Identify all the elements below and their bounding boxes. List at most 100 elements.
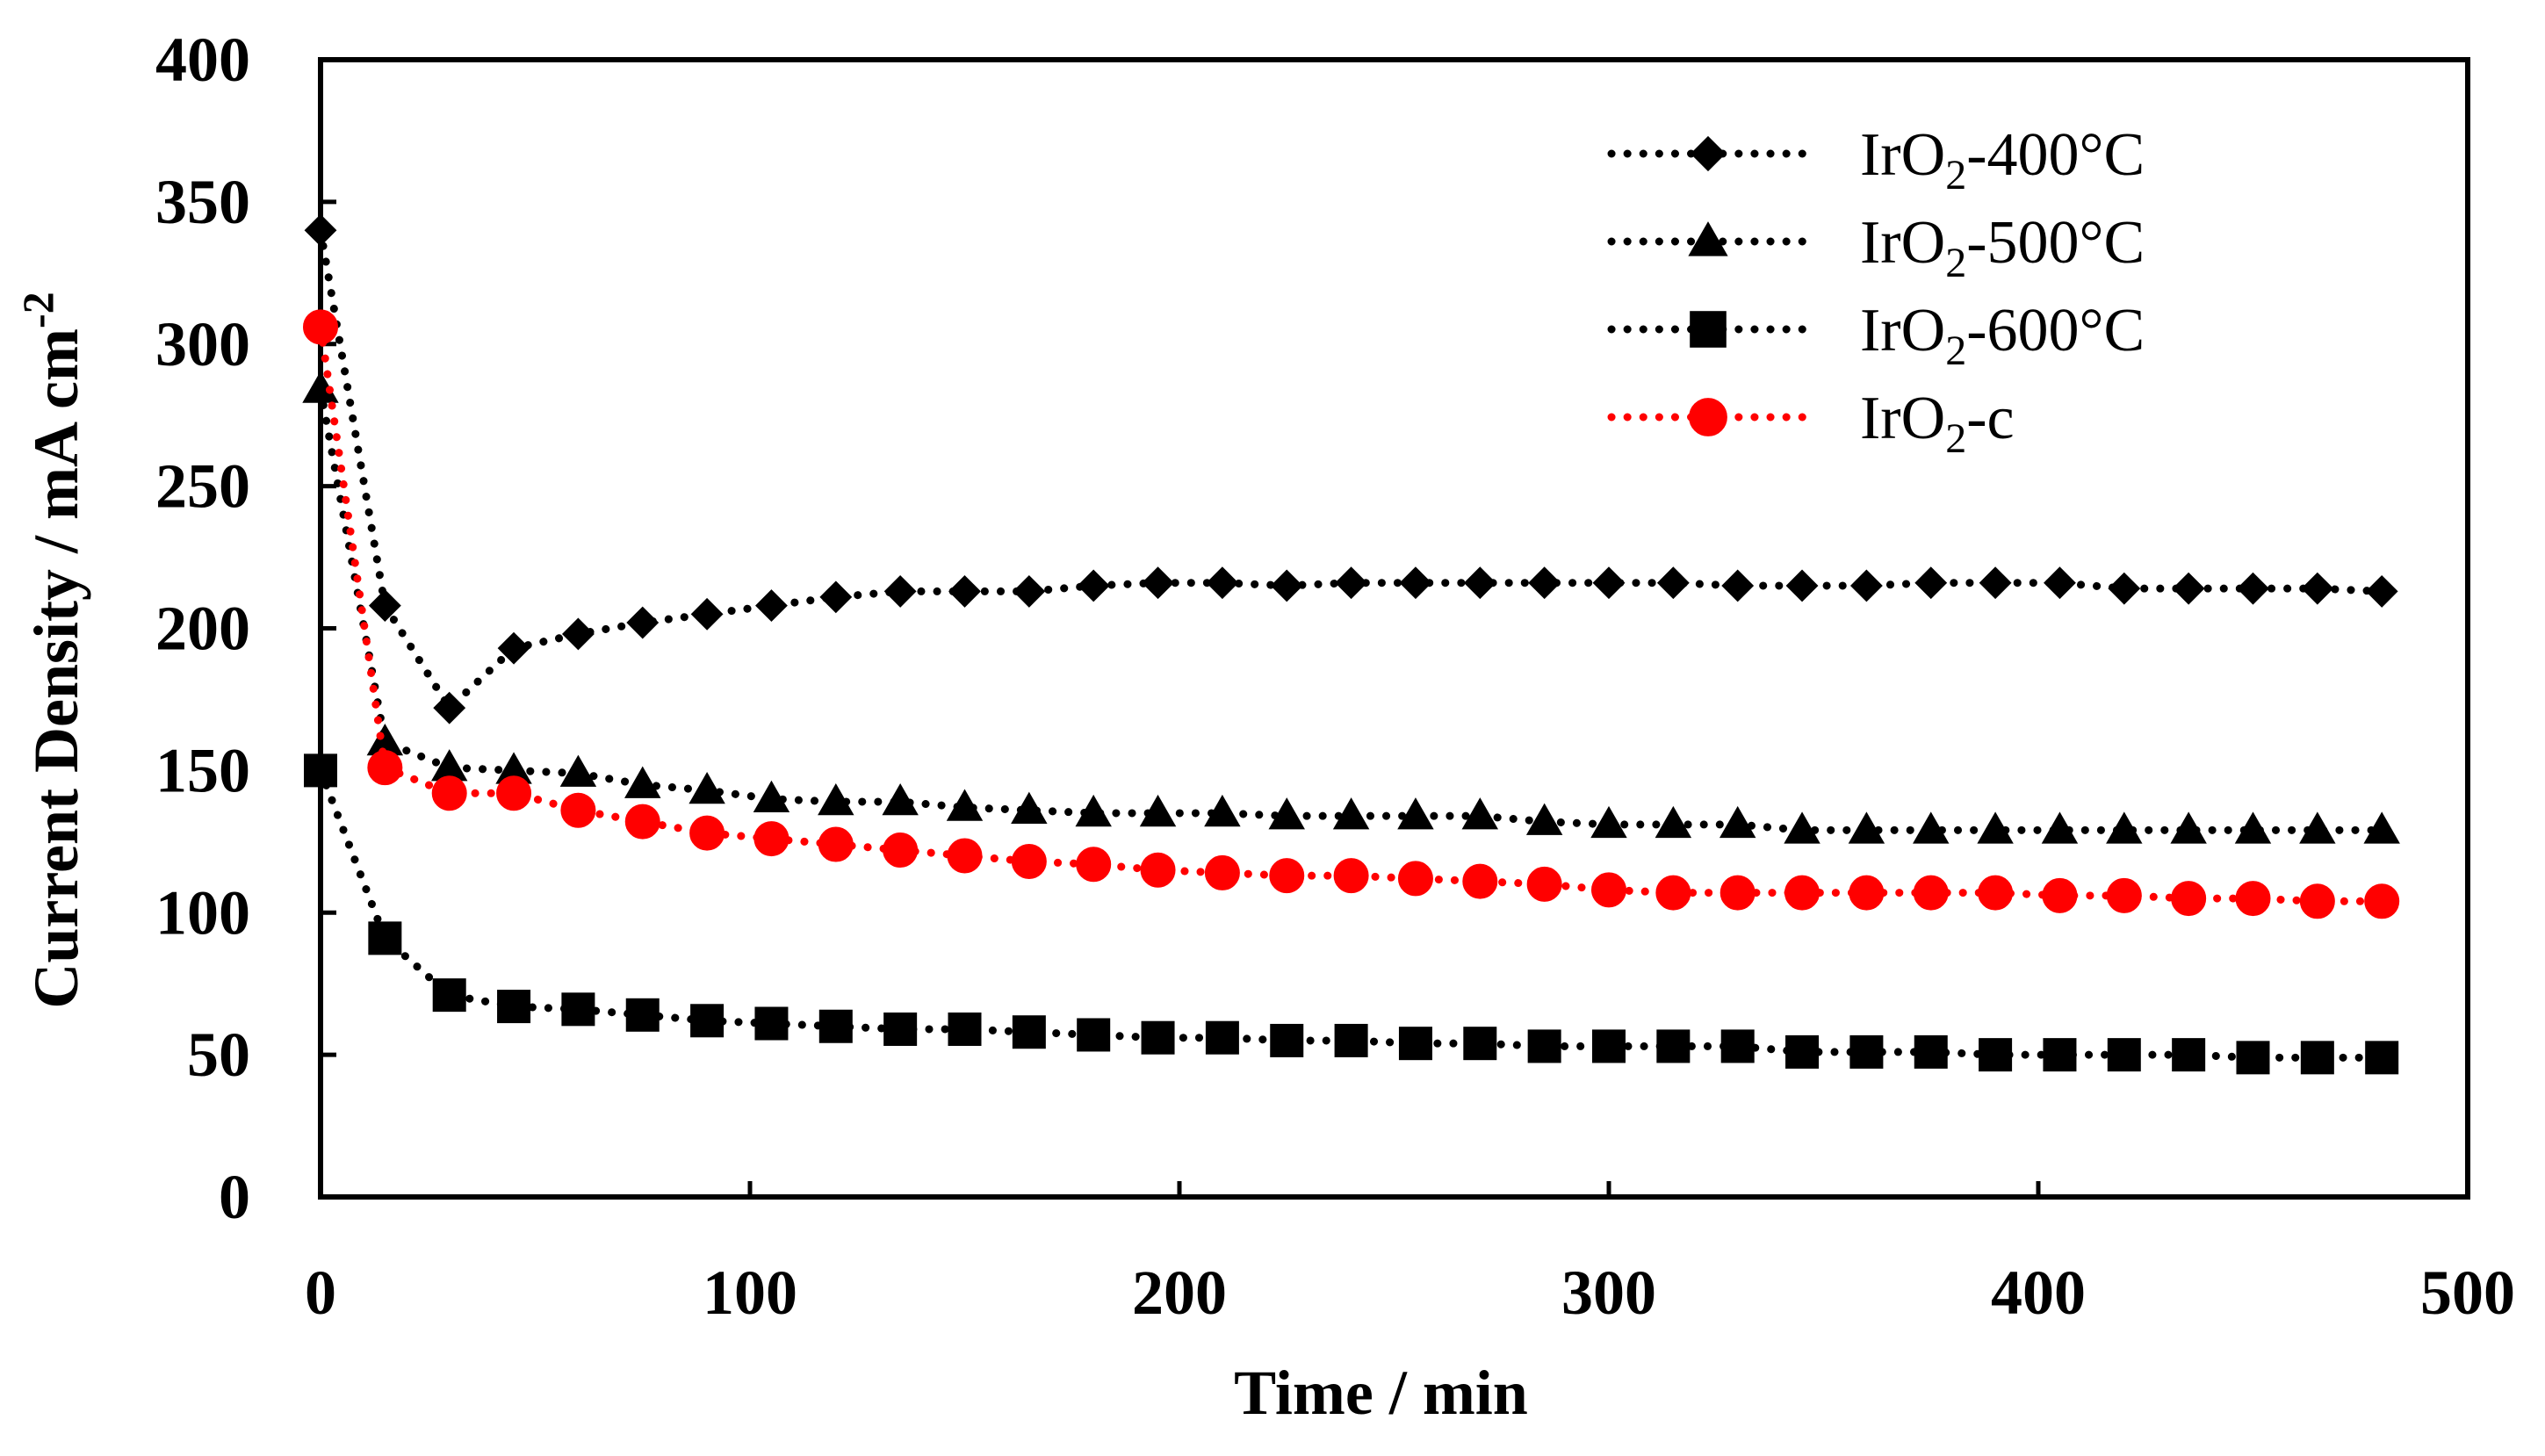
- data-point-iro2-600c: [1398, 1027, 1432, 1061]
- y-axis-title: Current Density / mA cm-2: [13, 292, 91, 1008]
- data-point-iro2-600c: [948, 1012, 982, 1046]
- data-point-iro2-c: [1269, 858, 1305, 894]
- data-point-iro2-600c: [883, 1012, 918, 1046]
- data-point-iro2-c: [689, 815, 725, 851]
- data-point-iro2-600c: [304, 753, 337, 788]
- legend-marker-iro2-400c: [1690, 135, 1727, 172]
- y-axis-ticks: 0 50 100 150 200 250 300 350 400: [155, 25, 336, 1232]
- legend-marker-iro2-600c: [1690, 311, 1727, 348]
- data-point-iro2-500c: [624, 766, 661, 798]
- legend-label-iro2-400c: IrO2-400°C: [1860, 121, 2145, 198]
- data-point-iro2-500c: [1332, 797, 1370, 830]
- data-point-iro2-600c: [368, 921, 402, 955]
- data-point-iro2-500c: [1461, 797, 1499, 830]
- data-point-iro2-c: [883, 833, 919, 869]
- data-point-iro2-500c: [1590, 805, 1627, 839]
- data-point-iro2-400c: [1592, 566, 1626, 600]
- y-tick-label: 350: [155, 167, 250, 237]
- data-point-iro2-500c: [2299, 811, 2336, 844]
- data-point-iro2-600c: [2107, 1038, 2141, 1072]
- x-tick-label: 300: [1561, 1258, 1656, 1328]
- data-point-iro2-500c: [1011, 791, 1048, 824]
- data-point-iro2-500c: [1139, 794, 1177, 827]
- data-point-iro2-c: [947, 838, 983, 874]
- legend-entry-iro2-600c: IrO2-600°C: [1607, 297, 2145, 374]
- data-point-iro2-600c: [1334, 1023, 1368, 1057]
- data-point-iro2-500c: [1268, 797, 1305, 830]
- data-point-iro2-500c: [689, 772, 725, 804]
- data-point-iro2-c: [1978, 875, 2014, 911]
- legend-label-iro2-600c: IrO2-600°C: [1860, 297, 2145, 374]
- data-point-iro2-400c: [1528, 566, 1561, 600]
- x-axis-title: Time / min: [1234, 1358, 1528, 1428]
- legend-label-iro2-c: IrO2-c: [1860, 385, 2015, 462]
- data-point-iro2-400c: [2301, 572, 2334, 605]
- legend: IrO2-400°C IrO2-500°C IrO2-600°C IrO2-c: [1607, 121, 2145, 462]
- data-point-iro2-400c: [1979, 566, 2012, 600]
- y-tick-label: 250: [155, 451, 250, 522]
- data-point-iro2-400c: [626, 606, 660, 639]
- data-point-iro2-c: [2106, 877, 2142, 913]
- data-point-iro2-c: [367, 750, 403, 786]
- data-point-iro2-400c: [368, 589, 401, 623]
- x-tick-label: 400: [1991, 1258, 2086, 1328]
- data-point-iro2-500c: [1848, 811, 1885, 844]
- data-point-iro2-600c: [818, 1009, 853, 1043]
- legend-marker-iro2-500c: [1688, 221, 1728, 256]
- data-point-iro2-400c: [1849, 569, 1883, 602]
- data-point-iro2-c: [2171, 881, 2207, 917]
- data-point-iro2-c: [1591, 872, 1626, 908]
- series-iro2-c: [303, 309, 2400, 919]
- y-tick-label: 200: [155, 594, 250, 664]
- series-line-iro2-c: [316, 322, 2386, 905]
- data-point-iro2-400c: [2365, 574, 2398, 608]
- data-point-iro2-c: [1333, 858, 1369, 894]
- data-point-iro2-400c: [1270, 569, 1303, 602]
- data-point-iro2-c: [1140, 852, 1176, 888]
- data-point-iro2-500c: [559, 754, 597, 787]
- x-tick-label: 0: [305, 1258, 336, 1328]
- series-layer: [302, 213, 2400, 1075]
- data-point-iro2-c: [1849, 875, 1885, 911]
- data-point-iro2-400c: [1785, 569, 1819, 602]
- data-point-iro2-c: [1526, 866, 1562, 902]
- data-point-iro2-c: [1913, 875, 1949, 911]
- data-point-iro2-c: [624, 804, 660, 840]
- data-point-iro2-500c: [946, 789, 984, 821]
- data-point-iro2-600c: [1656, 1029, 1691, 1063]
- data-point-iro2-600c: [2365, 1041, 2399, 1075]
- data-point-iro2-500c: [1655, 805, 1692, 839]
- data-point-iro2-400c: [433, 691, 466, 724]
- data-point-iro2-500c: [1075, 794, 1112, 827]
- legend-entry-iro2-500c: IrO2-500°C: [1607, 209, 2145, 286]
- data-point-iro2-500c: [753, 780, 790, 812]
- data-point-iro2-400c: [1463, 566, 1496, 600]
- data-point-iro2-c: [1076, 847, 1112, 883]
- data-point-iro2-400c: [690, 597, 724, 631]
- data-point-iro2-600c: [2236, 1041, 2270, 1075]
- data-point-iro2-c: [818, 826, 854, 862]
- data-point-iro2-c: [431, 775, 467, 811]
- data-point-iro2-600c: [625, 998, 660, 1032]
- data-point-iro2-400c: [497, 631, 530, 665]
- data-point-iro2-c: [303, 309, 338, 345]
- data-point-iro2-c: [1655, 875, 1691, 911]
- data-point-iro2-c: [2299, 883, 2335, 919]
- data-point-iro2-400c: [1399, 566, 1432, 600]
- data-point-iro2-400c: [1335, 566, 1368, 600]
- legend-entry-iro2-c: IrO2-c: [1607, 385, 2015, 462]
- data-point-iro2-400c: [2044, 566, 2076, 600]
- data-point-iro2-600c: [1914, 1034, 1948, 1069]
- data-point-iro2-400c: [561, 617, 595, 651]
- data-point-iro2-400c: [819, 580, 853, 614]
- data-point-iro2-600c: [754, 1006, 789, 1041]
- x-axis-ticks: 0 100 200 300 400 500: [305, 1181, 2515, 1328]
- data-point-iro2-600c: [1785, 1034, 1820, 1069]
- data-point-iro2-400c: [304, 213, 337, 247]
- data-point-iro2-500c: [2234, 811, 2272, 844]
- data-point-iro2-500c: [1204, 794, 1241, 827]
- y-tick-label: 100: [155, 877, 250, 948]
- x-tick-label: 100: [703, 1258, 797, 1328]
- data-point-iro2-600c: [1141, 1020, 1175, 1055]
